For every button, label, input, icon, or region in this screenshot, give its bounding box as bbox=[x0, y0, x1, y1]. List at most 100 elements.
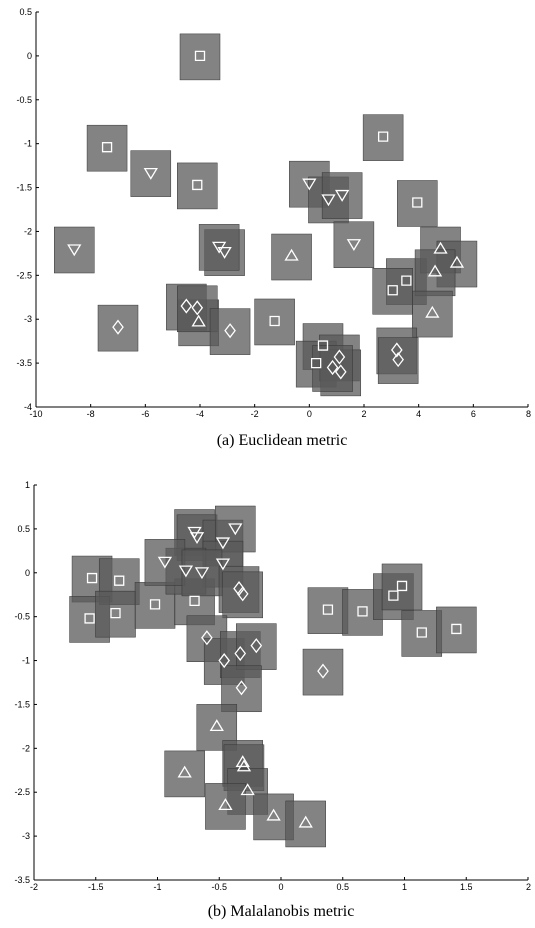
y-tick-label: 0 bbox=[25, 568, 30, 578]
x-tick-label: 0 bbox=[278, 882, 283, 892]
face-thumbnail bbox=[177, 162, 218, 210]
marker bbox=[218, 652, 231, 669]
y-tick-label: -4 bbox=[24, 402, 32, 412]
marker bbox=[321, 194, 336, 207]
marker bbox=[427, 264, 443, 277]
marker bbox=[298, 815, 313, 828]
marker bbox=[178, 565, 194, 578]
marker bbox=[425, 305, 440, 318]
marker bbox=[269, 315, 280, 327]
plot: -2 -1.5 -1 -0.5 0 0.5 1 1.5 2 1 0.5 0 -0.5 -1 -1.5 -2 -2… bbox=[14, 480, 531, 920]
face-thumbnail bbox=[307, 587, 349, 634]
x-tick-label: -6 bbox=[141, 409, 149, 419]
x-tick-label: -0.5 bbox=[211, 882, 227, 892]
marker bbox=[317, 340, 329, 351]
marker bbox=[236, 586, 249, 602]
marker bbox=[235, 755, 250, 768]
face-thumbnail bbox=[254, 298, 295, 346]
marker bbox=[377, 131, 389, 142]
plot: -10 -8 -6 -4 -2 0 2 4 6 8 0.5 0 -0.5 -1 -1.5 -2 -2.5 -3 -3… bbox=[16, 7, 531, 449]
marker bbox=[194, 567, 210, 580]
y-tick-label: -1 bbox=[22, 656, 30, 666]
marker bbox=[236, 759, 252, 772]
marker bbox=[412, 197, 423, 208]
y-tick-label: -3.5 bbox=[14, 875, 30, 885]
marker bbox=[311, 357, 322, 369]
marker bbox=[396, 580, 408, 592]
y-tick-label: -0.5 bbox=[14, 612, 30, 622]
y-tick-label: 0.5 bbox=[19, 7, 32, 17]
marker bbox=[228, 523, 243, 536]
y-tick-label: -2 bbox=[22, 743, 30, 753]
x-tick-label: -10 bbox=[29, 409, 42, 419]
face-thumbnail bbox=[412, 290, 453, 338]
marker bbox=[157, 556, 173, 569]
y-tick-label: 0.5 bbox=[17, 524, 30, 534]
marker bbox=[416, 627, 427, 638]
x-tick-label: 0 bbox=[307, 409, 312, 419]
marker bbox=[114, 575, 125, 586]
marker bbox=[215, 537, 231, 550]
face-thumbnail bbox=[95, 590, 136, 638]
face-thumbnail bbox=[86, 124, 128, 172]
face-thumbnail bbox=[381, 563, 423, 611]
marker bbox=[390, 342, 403, 358]
y-tick-label: -1.5 bbox=[16, 183, 32, 193]
marker bbox=[215, 558, 231, 571]
marker bbox=[451, 623, 462, 635]
x-tick-label: -2 bbox=[30, 882, 38, 892]
face-thumbnail bbox=[205, 783, 246, 830]
x-tick-label: 2 bbox=[361, 409, 366, 419]
marker bbox=[177, 765, 192, 778]
marker bbox=[235, 680, 248, 696]
y-tick-label: -1.5 bbox=[14, 699, 30, 709]
y-tick-label: -2 bbox=[24, 226, 32, 236]
y-tick-label: 1 bbox=[25, 480, 30, 490]
marker bbox=[250, 638, 263, 654]
face-thumbnail bbox=[333, 221, 375, 268]
marker bbox=[189, 532, 205, 545]
face-thumbnail bbox=[414, 249, 456, 297]
face-thumbnail bbox=[144, 539, 186, 586]
face-thumbnail bbox=[285, 800, 326, 848]
marker bbox=[333, 349, 346, 365]
x-tick-label: 4 bbox=[416, 409, 421, 419]
x-tick-label: 1.5 bbox=[460, 882, 473, 892]
x-tick-label: -1 bbox=[153, 882, 161, 892]
marker bbox=[211, 241, 227, 254]
x-tick-label: -2 bbox=[251, 409, 259, 419]
y-tick-label: -3 bbox=[22, 831, 30, 841]
marker bbox=[217, 246, 232, 259]
marker bbox=[110, 608, 121, 619]
marker bbox=[192, 179, 203, 191]
marker bbox=[191, 314, 206, 327]
marker bbox=[240, 783, 255, 796]
marker bbox=[392, 352, 404, 368]
marker bbox=[224, 323, 236, 339]
face-thumbnail bbox=[401, 610, 443, 657]
face-thumbnail bbox=[362, 114, 404, 161]
y-tick-label: -3 bbox=[24, 314, 32, 324]
marker bbox=[180, 298, 193, 314]
face-thumbnail bbox=[397, 180, 438, 227]
x-tick-label: -8 bbox=[87, 409, 95, 419]
face-thumbnail bbox=[271, 233, 312, 281]
face-thumbnail bbox=[164, 750, 205, 798]
marker bbox=[322, 604, 334, 615]
x-tick-label: 8 bbox=[526, 409, 531, 419]
y-tick-label: 0 bbox=[27, 51, 32, 61]
marker bbox=[388, 590, 399, 601]
marker bbox=[357, 606, 368, 617]
face-thumbnail bbox=[221, 665, 262, 713]
marker bbox=[266, 808, 281, 821]
face-thumbnail bbox=[436, 606, 477, 654]
face-thumbnail bbox=[179, 33, 221, 81]
x-tick-label: 0.5 bbox=[336, 882, 349, 892]
face-thumbnail bbox=[209, 308, 251, 355]
y-tick-label: -2.5 bbox=[16, 270, 32, 280]
marker bbox=[84, 613, 95, 624]
face-thumbnail bbox=[54, 226, 95, 274]
marker bbox=[112, 319, 124, 335]
y-tick-label: -3.5 bbox=[16, 358, 32, 368]
marker bbox=[86, 572, 98, 584]
